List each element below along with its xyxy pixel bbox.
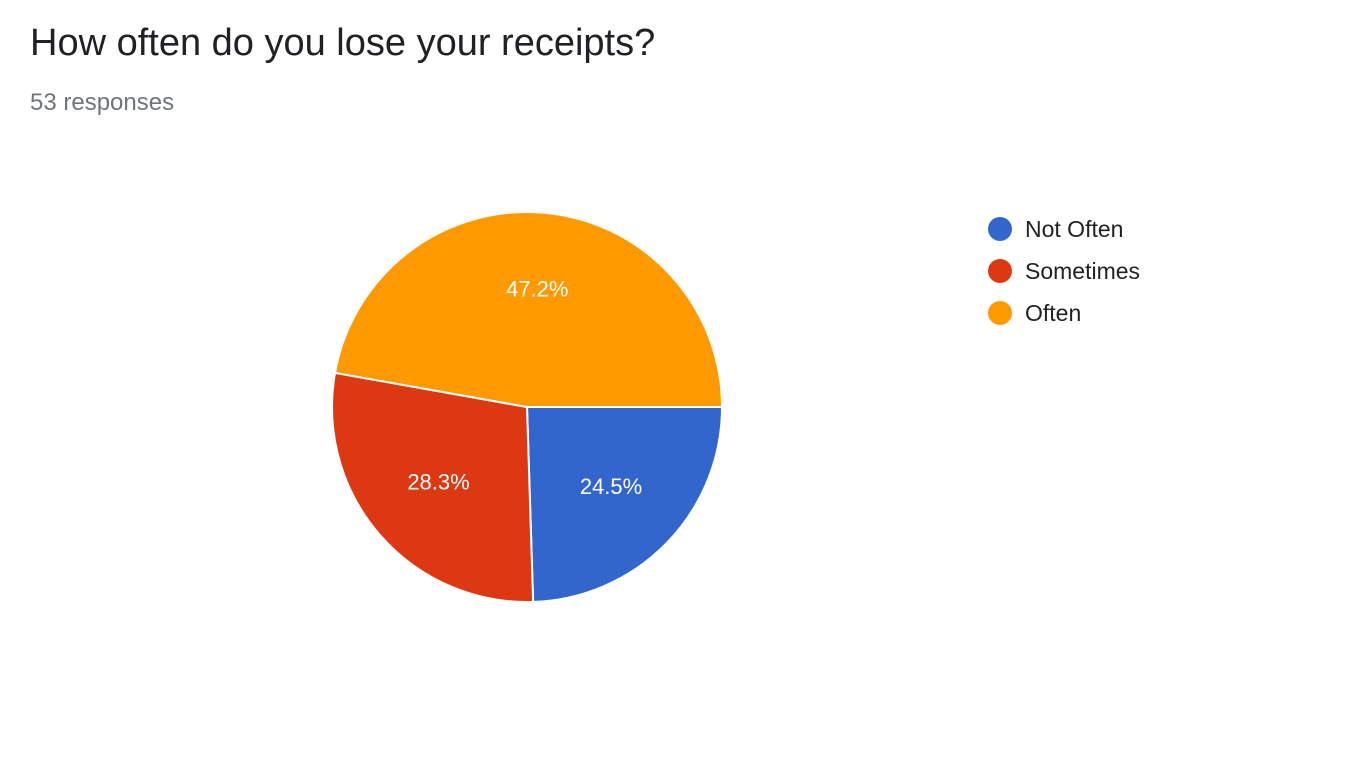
- response-count: 53 responses: [30, 89, 175, 116]
- slice-label-sometimes: 28.3%: [407, 469, 469, 494]
- legend-swatch-sometimes: [988, 259, 1012, 283]
- slice-label-often: 47.2%: [506, 276, 568, 301]
- legend-label-not-often: Not Often: [1025, 215, 1124, 242]
- legend-swatch-not-often: [988, 217, 1012, 241]
- chart-legend: Not Often Sometimes Often: [988, 208, 1140, 334]
- legend-label-often: Often: [1025, 299, 1082, 326]
- legend-item-sometimes[interactable]: Sometimes: [988, 250, 1140, 292]
- legend-item-often[interactable]: Often: [988, 292, 1140, 334]
- legend-swatch-often: [988, 301, 1012, 325]
- pie-slice-not-often[interactable]: [525, 406, 724, 603]
- chart-title: How often do you lose your receipts?: [30, 22, 656, 64]
- legend-label-sometimes: Sometimes: [1025, 257, 1141, 284]
- legend-item-not-often[interactable]: Not Often: [988, 208, 1140, 250]
- pie-slice-often[interactable]: [333, 211, 724, 408]
- pie-slice-sometimes[interactable]: [331, 371, 535, 603]
- slice-label-not-often: 24.5%: [580, 474, 642, 499]
